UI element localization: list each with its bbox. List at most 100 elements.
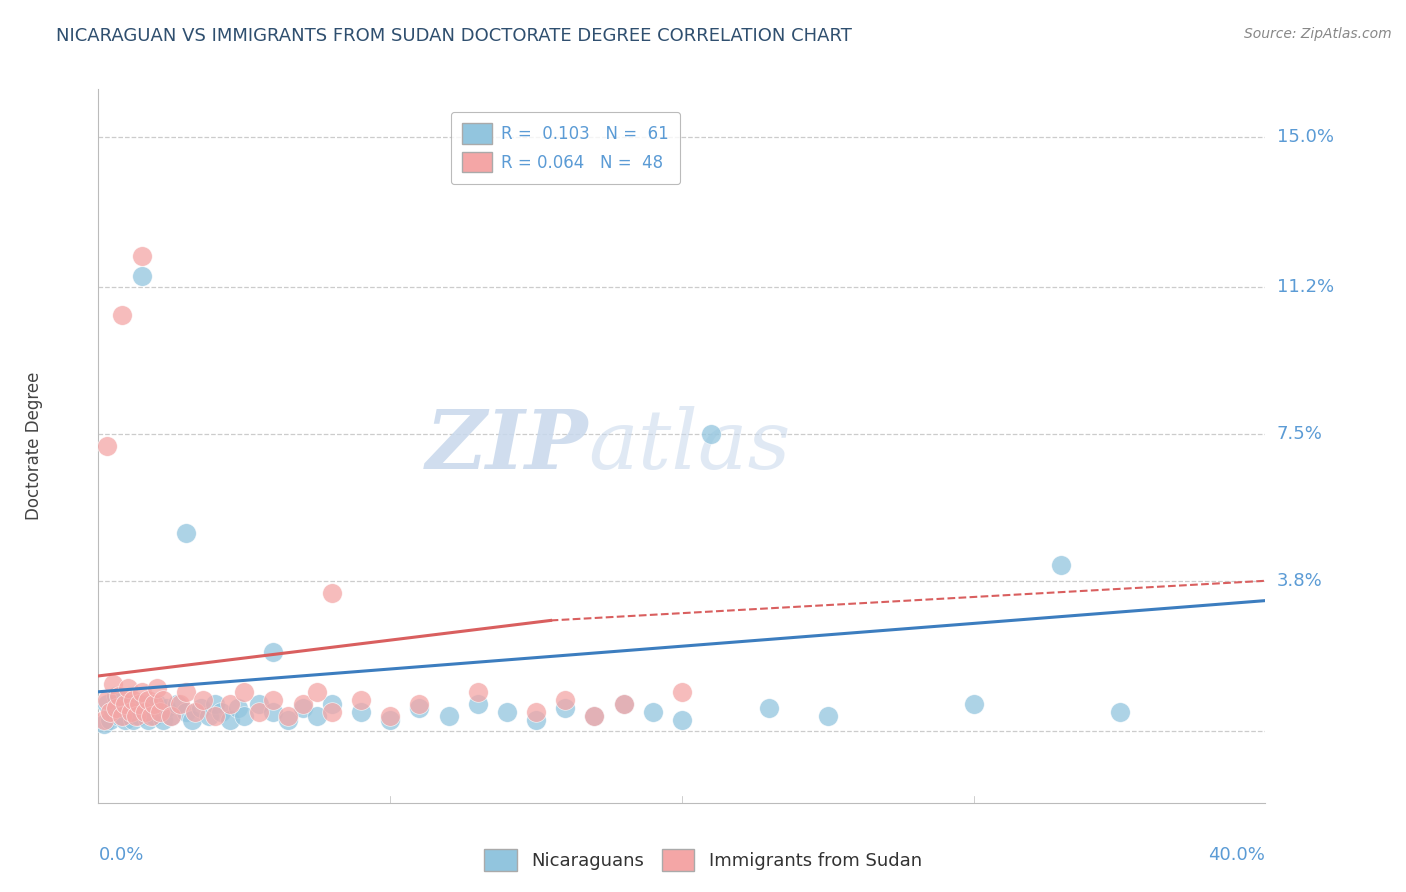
Point [166, 697, 188, 711]
Point [524, 713, 547, 727]
Legend: R =  0.103   N =  61, R = 0.064   N =  48: R = 0.103 N = 61, R = 0.064 N = 48 [450, 112, 681, 184]
Text: Doctorate Degree: Doctorate Degree [25, 372, 44, 520]
Point [700, 427, 723, 442]
Point [437, 708, 460, 723]
Point [128, 697, 150, 711]
Point [146, 697, 169, 711]
Point [104, 689, 127, 703]
Point [108, 689, 131, 703]
Point [408, 697, 430, 711]
Point [155, 700, 177, 714]
Point [321, 585, 343, 599]
Point [1050, 558, 1073, 572]
Text: 40.0%: 40.0% [1209, 846, 1265, 863]
Point [190, 700, 212, 714]
Point [554, 692, 576, 706]
Point [307, 685, 329, 699]
Point [120, 705, 142, 719]
Point [467, 685, 489, 699]
Point [93, 716, 115, 731]
Point [218, 713, 240, 727]
Point [817, 708, 839, 723]
Point [467, 697, 489, 711]
Point [93, 713, 115, 727]
Point [291, 697, 314, 711]
Point [193, 692, 215, 706]
Point [111, 708, 134, 723]
Point [134, 705, 156, 719]
Point [1108, 705, 1130, 719]
Point [131, 685, 153, 699]
Text: ZIP: ZIP [426, 406, 589, 486]
Point [247, 705, 270, 719]
Text: 15.0%: 15.0% [1277, 128, 1333, 145]
Point [117, 681, 139, 695]
Point [321, 705, 343, 719]
Point [149, 705, 172, 719]
Point [136, 713, 159, 727]
Point [139, 708, 162, 723]
Point [233, 708, 256, 723]
Point [117, 697, 139, 711]
Point [495, 705, 517, 719]
Point [554, 700, 576, 714]
Point [160, 708, 183, 723]
Point [152, 713, 174, 727]
Point [96, 697, 118, 711]
Point [198, 708, 221, 723]
Point [218, 697, 240, 711]
Point [146, 681, 169, 695]
Point [174, 685, 197, 699]
Point [612, 697, 634, 711]
Point [671, 685, 693, 699]
Point [131, 268, 153, 283]
Point [671, 713, 693, 727]
Point [169, 697, 191, 711]
Point [108, 708, 131, 723]
Text: 0.0%: 0.0% [98, 846, 143, 863]
Point [209, 705, 232, 719]
Point [149, 705, 172, 719]
Point [114, 697, 136, 711]
Point [104, 700, 127, 714]
Point [111, 308, 134, 322]
Point [125, 708, 148, 723]
Point [101, 677, 124, 691]
Point [114, 713, 136, 727]
Point [247, 697, 270, 711]
Point [125, 700, 148, 714]
Point [101, 705, 124, 719]
Point [96, 439, 118, 453]
Point [204, 697, 226, 711]
Point [277, 713, 299, 727]
Point [612, 697, 634, 711]
Point [134, 705, 156, 719]
Point [233, 685, 256, 699]
Point [122, 692, 145, 706]
Point [262, 705, 284, 719]
Point [962, 697, 984, 711]
Point [128, 708, 150, 723]
Text: NICARAGUAN VS IMMIGRANTS FROM SUDAN DOCTORATE DEGREE CORRELATION CHART: NICARAGUAN VS IMMIGRANTS FROM SUDAN DOCT… [56, 27, 852, 45]
Point [120, 705, 142, 719]
Point [758, 700, 780, 714]
Point [641, 705, 664, 719]
Point [378, 708, 402, 723]
Point [291, 700, 314, 714]
Point [183, 705, 205, 719]
Point [152, 692, 174, 706]
Legend: Nicaraguans, Immigrants from Sudan: Nicaraguans, Immigrants from Sudan [477, 842, 929, 879]
Point [180, 713, 202, 727]
Text: Source: ZipAtlas.com: Source: ZipAtlas.com [1244, 27, 1392, 41]
Point [96, 692, 118, 706]
Point [131, 249, 153, 263]
Point [98, 713, 121, 727]
Point [378, 713, 402, 727]
Point [98, 705, 121, 719]
Point [174, 705, 197, 719]
Point [131, 697, 153, 711]
Point [204, 708, 226, 723]
Point [136, 692, 159, 706]
Point [583, 708, 606, 723]
Point [142, 708, 165, 723]
